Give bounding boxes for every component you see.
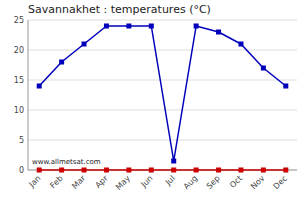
grid-line xyxy=(28,20,297,21)
x-tick-label: Apr xyxy=(93,173,110,190)
x-tick-label: Jun xyxy=(139,174,155,190)
marker xyxy=(126,168,131,173)
marker xyxy=(126,24,131,29)
watermark: www.allmetsat.com xyxy=(32,158,101,166)
x-tick-label: Sep xyxy=(205,174,222,191)
marker xyxy=(238,168,243,173)
marker xyxy=(216,168,221,173)
marker xyxy=(283,84,288,89)
x-tick-label: Jan xyxy=(27,174,43,190)
y-tick-label: 5 xyxy=(19,136,24,145)
marker xyxy=(238,42,243,47)
y-tick-label: 10 xyxy=(14,106,24,115)
axes: 0 5 10 15 20 25 Jan Feb Mar AprMay Jun Jul Aug Sep Oct… xyxy=(14,16,297,192)
marker xyxy=(261,66,266,71)
marker xyxy=(171,159,176,164)
marker xyxy=(149,168,154,173)
grid-line xyxy=(28,110,297,111)
marker xyxy=(82,168,87,173)
marker xyxy=(149,24,154,29)
y-axis-line xyxy=(28,20,29,170)
marker xyxy=(261,168,266,173)
y-tick-label: 25 xyxy=(14,16,24,25)
title: Savannakhet : temperatures (°C) xyxy=(28,3,211,16)
grid-line xyxy=(28,140,297,141)
grid-line xyxy=(28,170,297,171)
marker xyxy=(37,168,42,173)
marker xyxy=(59,60,64,65)
marker xyxy=(171,168,176,173)
x-tick-label: Nov xyxy=(249,174,267,192)
grid xyxy=(28,20,297,170)
x-tick-label: Aug xyxy=(182,174,199,191)
marker xyxy=(104,24,109,29)
grid-line xyxy=(28,50,297,51)
marker xyxy=(82,42,87,47)
grid-line xyxy=(28,80,297,81)
y-tick-label: 0 xyxy=(19,166,24,175)
y-tick-label: 15 xyxy=(14,76,24,85)
x-tick-label: Dec xyxy=(272,174,289,191)
marker xyxy=(194,24,199,29)
series-line xyxy=(39,26,286,161)
chart: 0 5 10 15 20 25 Jan Feb Mar AprMay Jun Jul Aug Sep Oct… xyxy=(0,0,305,200)
series-line xyxy=(39,169,286,171)
x-tick-label: Oct xyxy=(228,174,244,190)
x-tick-label: Mar xyxy=(70,173,88,191)
x-tick-label: May xyxy=(114,174,132,192)
marker xyxy=(216,30,221,35)
x-tick-label: Jul xyxy=(163,174,177,188)
marker xyxy=(194,168,199,173)
marker xyxy=(59,168,64,173)
plot-area xyxy=(37,24,289,173)
marker xyxy=(37,84,42,89)
x-axis-line xyxy=(28,170,297,171)
marker xyxy=(104,168,109,173)
marker xyxy=(283,168,288,173)
x-tick-label: Feb xyxy=(48,174,64,190)
y-tick-label: 20 xyxy=(14,46,24,55)
